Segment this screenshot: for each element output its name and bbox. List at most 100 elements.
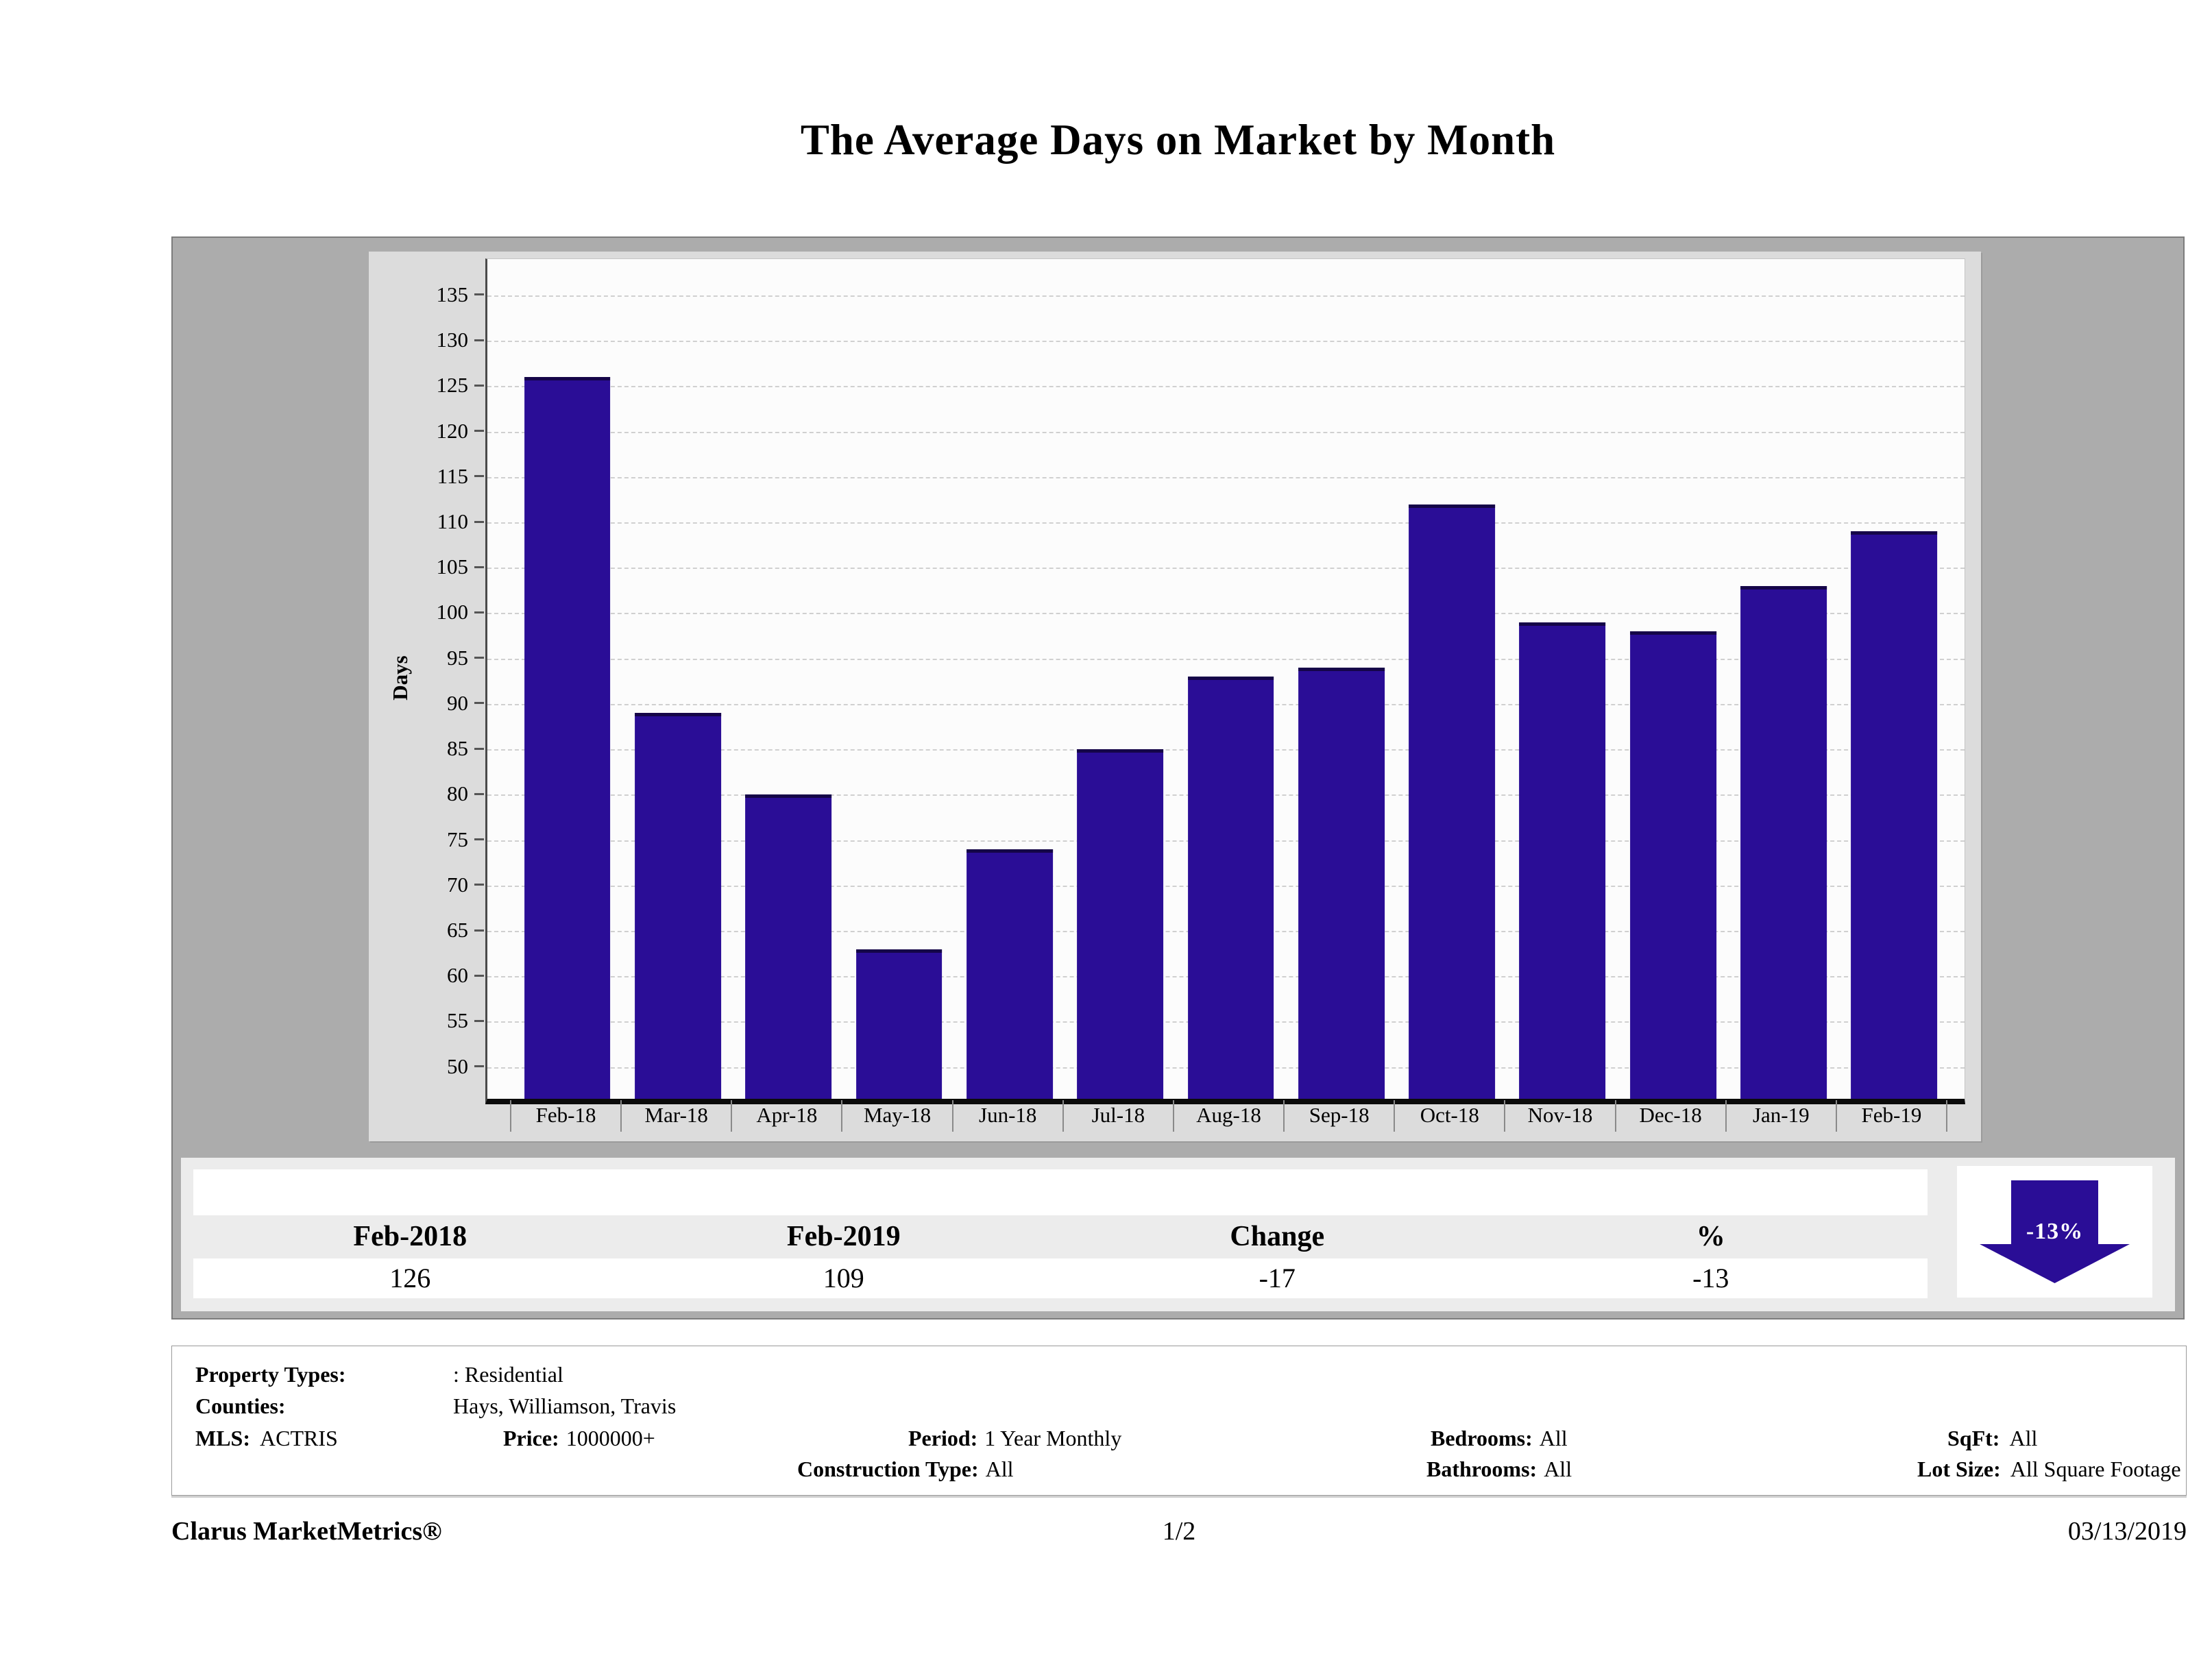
bar-slot-May-18: [844, 259, 954, 1099]
bar-Jun-18: [967, 849, 1053, 1099]
property-types-field: Property Types:: [195, 1360, 346, 1389]
gridline-120: [487, 431, 1965, 433]
x-label-Nov-18: Nov-18: [1504, 1100, 1614, 1132]
brand-name: Clarus MarketMetrics®: [171, 1517, 442, 1546]
summary-blank-row: [193, 1169, 1928, 1215]
gridline-125: [487, 386, 1965, 388]
bar-slot-Sep-18: [1286, 259, 1396, 1099]
mls-label: MLS:: [195, 1426, 250, 1450]
lot-size-value: All Square Footage: [2010, 1457, 2181, 1481]
y-tick-125: 125: [437, 373, 484, 398]
bar-Oct-18: [1409, 504, 1496, 1099]
bar-Aug-18: [1187, 677, 1274, 1099]
x-label-Aug-18: Aug-18: [1172, 1100, 1283, 1132]
summary-col-change: Change: [1230, 1221, 1325, 1252]
y-tick-mark: [474, 929, 484, 932]
gridline-110: [487, 522, 1965, 524]
bar-slot-Mar-18: [622, 259, 733, 1099]
y-tick-mark: [474, 884, 484, 886]
y-tick-mark: [474, 384, 484, 387]
summary-val-change: -17: [1259, 1263, 1296, 1293]
x-label-Feb-18: Feb-18: [510, 1100, 620, 1132]
gridline-105: [487, 568, 1965, 570]
mls-field: MLS: ACTRIS: [195, 1424, 338, 1452]
bar-slot-Feb-18: [512, 259, 622, 1099]
x-label-Dec-18: Dec-18: [1614, 1100, 1725, 1132]
x-axis-labels: Feb-18 Mar-18 Apr-18 May-18 Jun-18 Jul-18 Aug-…: [510, 1100, 1948, 1132]
summary-col-end: Feb-2019: [786, 1221, 901, 1252]
bar-Feb-19: [1851, 531, 1938, 1099]
page-number: 1/2: [1162, 1517, 1196, 1546]
x-label-Apr-18: Apr-18: [731, 1100, 841, 1132]
y-tick-mark: [474, 747, 484, 750]
y-tick-105: 105: [437, 555, 484, 579]
y-tick-120: 120: [437, 419, 484, 443]
bar-Jan-19: [1740, 585, 1827, 1099]
bedrooms-value: All: [1539, 1426, 1568, 1450]
bar-slot-Jun-18: [954, 259, 1065, 1099]
y-tick-mark: [474, 702, 484, 705]
bathrooms-label: Bathrooms:: [1426, 1457, 1538, 1481]
summary-val-end: 109: [823, 1263, 864, 1293]
y-tick-mark: [474, 339, 484, 341]
summary-col-start: Feb-2018: [353, 1221, 467, 1252]
gridline-130: [487, 341, 1965, 343]
y-tick-mark: [474, 792, 484, 795]
page-footer: Clarus MarketMetrics® 1/2 03/13/2019: [171, 1516, 2187, 1552]
sqft-field: SqFt: All: [1947, 1424, 2037, 1452]
price-field: Price: 1000000+: [503, 1424, 655, 1452]
bedrooms-label: Bedrooms:: [1431, 1426, 1533, 1450]
y-tick-60: 60: [447, 963, 484, 988]
y-tick-80: 80: [447, 781, 484, 806]
x-label-Oct-18: Oct-18: [1394, 1100, 1504, 1132]
y-tick-50: 50: [447, 1054, 484, 1079]
trend-arrow-box: -13%: [1957, 1166, 2152, 1298]
summary-values-row: 126 109 -17 -13: [193, 1258, 1928, 1298]
filters-panel: Property Types: : Residential Counties: …: [171, 1346, 2187, 1496]
sqft-value: All: [2009, 1426, 2038, 1450]
x-label-Jul-18: Jul-18: [1062, 1100, 1173, 1132]
y-tick-85: 85: [447, 736, 484, 761]
page-title: The Average Days on Market by Month: [800, 116, 1556, 164]
bar-Sep-18: [1298, 667, 1385, 1099]
filters-row-3: MLS: ACTRIS Price: 1000000+ Period: 1 Year …: [172, 1424, 2186, 1452]
bar-May-18: [855, 949, 943, 1099]
y-tick-mark: [474, 566, 484, 568]
plot-area: [485, 258, 1965, 1104]
bar-Apr-18: [745, 794, 832, 1099]
y-tick-110: 110: [437, 509, 484, 534]
y-tick-70: 70: [447, 873, 484, 897]
period-field: Period: 1 Year Monthly: [908, 1424, 1121, 1452]
gridline-135: [487, 295, 1965, 297]
chart-outer-panel: Days 50 55 60 65 70 75 80 85 90 95 100 105 110 115 120…: [171, 236, 2185, 1320]
gridline-100: [487, 613, 1965, 615]
bar-slot-Feb-19: [1839, 259, 1949, 1099]
y-tick-mark: [474, 974, 484, 977]
bar-slot-Jan-19: [1728, 259, 1838, 1099]
bar-slot-Aug-18: [1176, 259, 1286, 1099]
counties-label: Counties:: [195, 1394, 286, 1418]
filters-row-4: Construction Type: All Bathrooms: All Lot …: [172, 1455, 2186, 1483]
mls-value: ACTRIS: [260, 1426, 338, 1450]
y-tick-100: 100: [437, 600, 484, 624]
summary-val-percent: -13: [1692, 1263, 1729, 1293]
construction-label: Construction Type:: [797, 1457, 979, 1481]
down-arrow-icon: -13%: [1980, 1180, 2130, 1283]
bar-slot-Apr-18: [733, 259, 844, 1099]
lot-size-field: Lot Size: All Square Footage: [1917, 1455, 2181, 1483]
summary-col-percent: %: [1696, 1221, 1725, 1252]
price-label: Price:: [503, 1426, 559, 1450]
y-tick-mark: [474, 1019, 484, 1022]
y-tick-mark: [474, 1065, 484, 1068]
gridline-115: [487, 476, 1965, 478]
summary-header-row: Feb-2018 Feb-2019 Change %: [193, 1215, 1928, 1258]
y-tick-mark: [474, 293, 484, 296]
summary-table: Feb-2018 Feb-2019 Change % 126 109 -17 -…: [193, 1169, 1928, 1298]
y-tick-90: 90: [447, 691, 484, 716]
y-tick-130: 130: [437, 328, 484, 352]
x-label-May-18: May-18: [841, 1100, 951, 1132]
x-label-Feb-19: Feb-19: [1835, 1100, 1948, 1132]
y-tick-mark: [474, 838, 484, 841]
y-tick-135: 135: [437, 282, 484, 307]
